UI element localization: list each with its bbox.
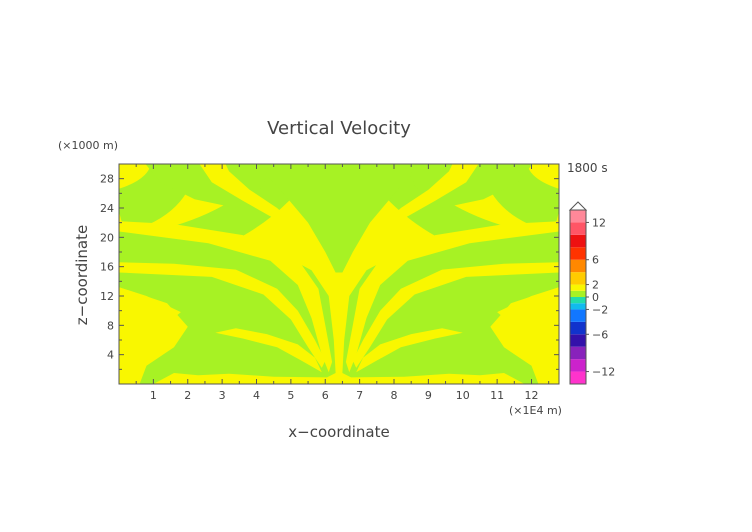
colorbar-segment [570, 259, 586, 273]
yellow-band [366, 164, 479, 252]
colorbar-segment [570, 334, 586, 347]
colorbar-segment [570, 284, 586, 291]
yellow-band [199, 164, 312, 252]
colorbar-tick-label: −2 [592, 303, 608, 316]
time-label: 1800 s [567, 161, 608, 175]
yellow-band [345, 221, 559, 373]
colorbar-segment [570, 359, 586, 372]
colorbar-segment [570, 371, 586, 384]
colorbar-tick-label: −6 [592, 328, 608, 341]
x-tick-label: 4 [253, 389, 260, 402]
y-tick-label: 28 [100, 173, 114, 186]
x-tick-label: 9 [425, 389, 432, 402]
green-regions [119, 164, 559, 384]
x-tick-label: 5 [287, 389, 294, 402]
colorbar-tick-label: 12 [592, 216, 606, 229]
y-unit-label: (×1000 m) [58, 139, 118, 152]
colorbar-tick-label: 6 [592, 254, 599, 267]
colorbar-segment [570, 247, 586, 260]
y-axis-label: z−coordinate [73, 225, 91, 325]
colorbar-segment [570, 210, 586, 223]
x-tick-label: 3 [219, 389, 226, 402]
x-tick-label: 6 [322, 389, 329, 402]
plot-frame [118, 163, 560, 385]
colorbar-tick-label: −12 [592, 366, 615, 379]
yellow-band [119, 262, 326, 368]
y-tick-label: 24 [100, 202, 114, 215]
x-tick-label: 1 [150, 389, 157, 402]
colorbar-segment [570, 321, 586, 335]
x-tick-label: 11 [490, 389, 504, 402]
yellow-band [215, 328, 322, 373]
colorbar-segment [570, 303, 586, 310]
x-axis-label: x−coordinate [288, 423, 389, 441]
yellow-band [352, 262, 559, 368]
x-tick-label: 7 [356, 389, 363, 402]
x-tick-label: 10 [456, 389, 470, 402]
y-tick-label: 16 [100, 261, 114, 274]
y-tick-label: 20 [100, 231, 114, 244]
x-unit-label: (×1E4 m) [509, 404, 562, 417]
colorbar-tick-label: 2 [592, 279, 599, 292]
y-tick-label: 4 [107, 349, 114, 362]
x-tick-label: 2 [184, 389, 191, 402]
y-tick-label: 12 [100, 290, 114, 303]
colorbar-segment [570, 297, 586, 304]
x-tick-label: 12 [525, 389, 539, 402]
colorbar-segment [570, 222, 586, 235]
colorbar-segment [570, 309, 586, 322]
plot-area [119, 164, 559, 384]
yellow-band [119, 287, 181, 339]
colorbar-extend-arrow [568, 201, 588, 211]
chart-title: Vertical Velocity [267, 118, 411, 139]
colorbar-segment [570, 290, 586, 297]
x-tick-label: 8 [391, 389, 398, 402]
green-region [253, 164, 425, 273]
yellow-band [497, 287, 559, 339]
yellow-band [356, 328, 463, 373]
colorbar-tick-label: 0 [592, 291, 599, 304]
colorbar: 12 6 20−2 −6 −12 [568, 201, 615, 385]
colorbar-segment [570, 234, 586, 248]
colorbar-segment [570, 346, 586, 360]
yellow-band [119, 221, 333, 373]
y-ticks: 4 8 12 16 20 24 28 [100, 173, 559, 370]
x-ticks: 1 2 3 4 5 6 7 8 9 10 11 12 [135, 164, 550, 402]
colorbar-segment [570, 272, 586, 285]
y-tick-label: 8 [107, 319, 114, 332]
